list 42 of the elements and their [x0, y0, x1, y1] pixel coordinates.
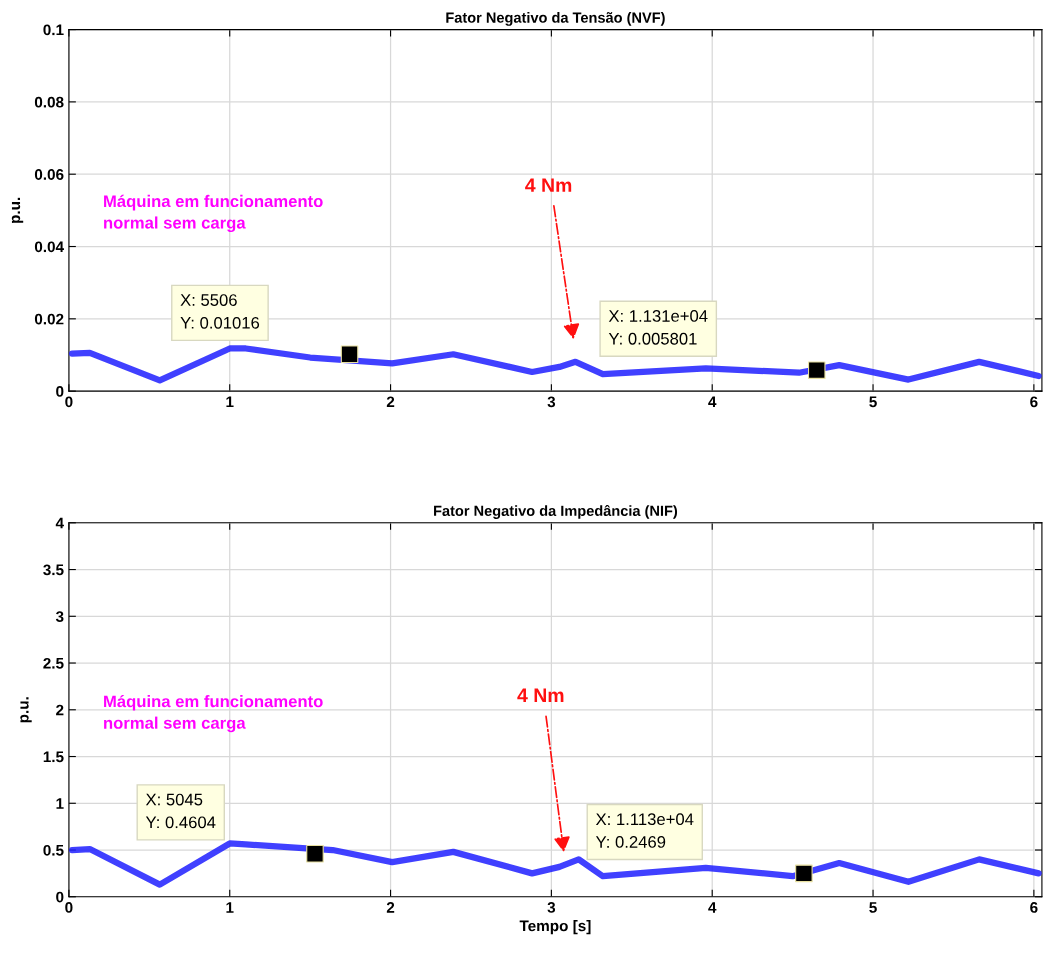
- annotation: X: 5506 Y: 0.01016: [180, 294, 260, 329]
- y-tick-label: 2: [56, 704, 64, 716]
- x-tick-label: 2: [386, 902, 395, 913]
- x-tick-label: 3: [547, 396, 556, 408]
- annotation: 4 Nm: [517, 688, 564, 702]
- y-tick-label: 0: [56, 891, 64, 903]
- y-tick-label: 0.1: [43, 24, 64, 36]
- y-axis-title: p.u.: [20, 697, 32, 723]
- x-tick-label: 2: [386, 396, 395, 408]
- x-tick-label: 1: [226, 396, 234, 408]
- y-tick-label: 4: [55, 517, 64, 529]
- x-tick-label: 4: [708, 396, 717, 408]
- chart-title: Fator Negativo da Impedância (NIF): [434, 504, 678, 519]
- x-tick-label: 1: [226, 902, 234, 913]
- annotation: X: 1.113e+04 Y: 0.2469: [595, 813, 694, 848]
- chart-title: Fator Negativo da Tensão (NVF): [446, 12, 665, 26]
- x-tick-label: 3: [547, 902, 556, 913]
- y-tick-label: 3.5: [43, 564, 64, 576]
- y-tick-label: 0.02: [34, 313, 64, 325]
- x-tick-label: 6: [1030, 396, 1038, 408]
- y-tick-label: 0: [56, 386, 64, 397]
- y-tick-label: 1: [56, 798, 64, 809]
- annotation: Máquina em funcionamento normal sem carga: [104, 194, 323, 233]
- annotation: X: 1.131e+04 Y: 0.005801: [608, 310, 708, 345]
- annotation: 4 Nm: [525, 178, 572, 192]
- y-tick-label: 0.06: [34, 169, 64, 180]
- annotation: Máquina em funcionamento normal sem carga: [104, 694, 323, 733]
- x-tick-label: 6: [1030, 902, 1038, 913]
- x-tick-label: 4: [708, 902, 717, 913]
- x-tick-label: 5: [869, 396, 877, 408]
- x-axis-title: Tempo [s]: [519, 920, 591, 935]
- annotation: X: 5045 Y: 0.4604: [145, 793, 216, 829]
- x-tick-label: 0: [65, 396, 73, 408]
- x-tick-label: 0: [65, 902, 73, 913]
- y-tick-label: 0.08: [34, 96, 64, 108]
- y-axis-title: p.u.: [11, 197, 24, 223]
- y-tick-label: 2.5: [43, 657, 64, 669]
- y-tick-label: 3: [55, 611, 64, 622]
- y-tick-label: 1.5: [43, 751, 64, 763]
- y-tick-label: 0.04: [34, 241, 64, 253]
- y-tick-label: 0.5: [43, 844, 64, 856]
- x-tick-label: 5: [869, 902, 877, 913]
